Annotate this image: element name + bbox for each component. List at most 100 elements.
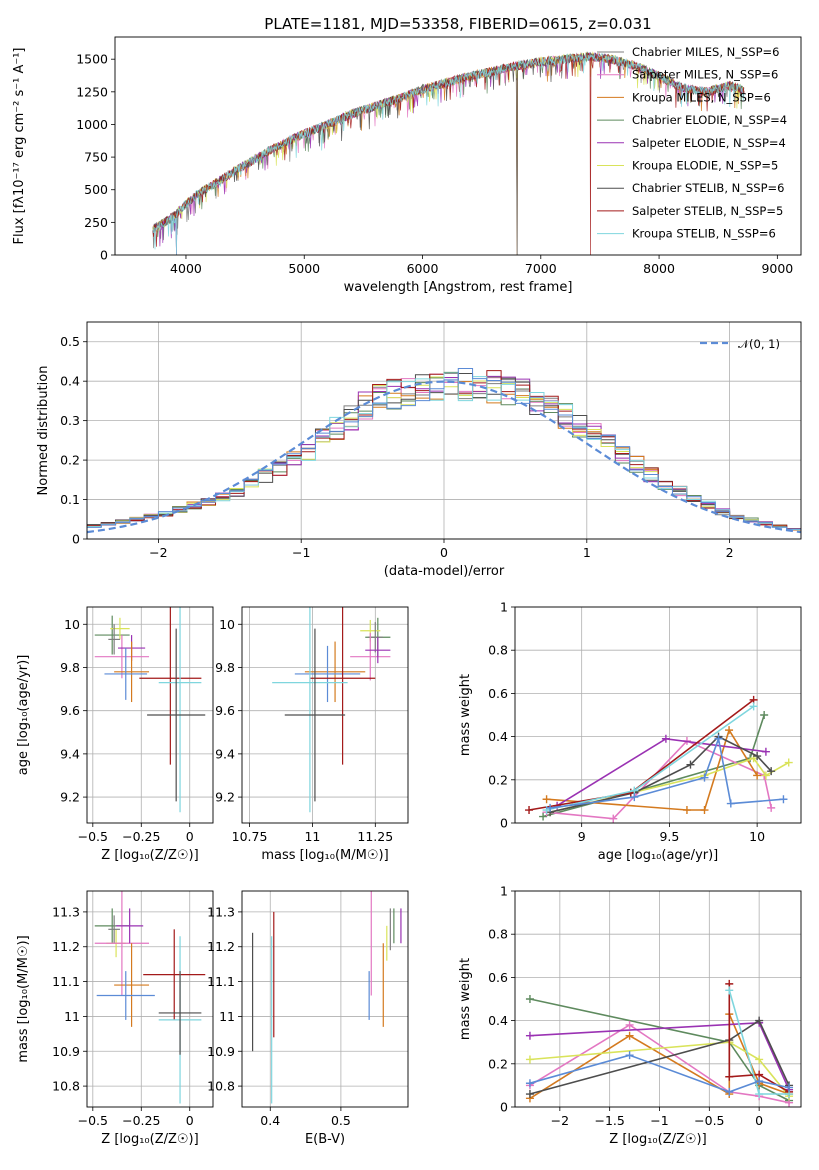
y-tick-label: 0.4: [488, 1013, 508, 1028]
y-tick-label: 11: [64, 1009, 80, 1024]
x-tick-label: −2: [551, 1113, 569, 1128]
y-tick-label: 0.4: [60, 374, 80, 389]
chart-title: PLATE=1181, MJD=53358, FIBERID=0615, z=0…: [264, 15, 651, 33]
legend-entry: Kroupa ELODIE, N_SSP=5: [632, 159, 778, 173]
weight-marker: [686, 760, 695, 769]
x-tick-label: 0.5: [331, 1113, 351, 1128]
x-tick-label: 4000: [170, 261, 202, 276]
x-tick-label: 10: [749, 829, 765, 844]
x-tick-label: 10.75: [232, 829, 268, 844]
weight-marker: [525, 1079, 534, 1088]
y-tick-label: 0.6: [488, 970, 508, 985]
weight-marker: [760, 711, 769, 719]
y-tick-label: 11: [219, 1009, 235, 1024]
errorbar-point: [284, 628, 346, 802]
weight-marker: [767, 767, 776, 776]
y-tick-label: 10.8: [207, 1079, 235, 1094]
legend-entry: Salpeter MILES, N_SSP=6: [632, 68, 778, 82]
x-tick-label: 1: [583, 545, 591, 560]
x-tick-label: 0: [755, 1113, 763, 1128]
y-tick-label: 0.6: [488, 686, 508, 701]
y-tick-label: 0: [500, 816, 508, 831]
y-tick-label: 0.4: [488, 729, 508, 744]
plot-area: [152, 51, 745, 255]
legend: 𝒩(0, 1): [700, 337, 780, 351]
weight-line-2: [546, 728, 758, 811]
weight-marker: [546, 803, 555, 812]
y-tick-label: 1000: [76, 117, 108, 132]
x-tick-label: 9.5: [659, 829, 679, 844]
weight-marker: [767, 803, 776, 812]
weight-marker: [755, 1055, 764, 1064]
weight-marker: [625, 1051, 634, 1060]
x-tick-label: 2: [726, 545, 734, 560]
y-tick-label: 11.2: [207, 939, 235, 954]
y-tick-label: 250: [84, 215, 108, 230]
errorbar-point: [304, 641, 366, 703]
y-tick-label: 9.4: [215, 746, 235, 761]
y-tick-label: 0: [72, 532, 80, 547]
weight-marker: [784, 758, 793, 767]
y-tick-label: 0.2: [60, 453, 80, 468]
x-axis-label: Z [log₁₀(Z/Z☉)]: [101, 1132, 198, 1147]
axes-frame: [241, 606, 409, 824]
weight-line-5: [529, 1019, 790, 1095]
y-tick-label: 9.2: [215, 790, 235, 805]
weight-marker: [630, 793, 639, 802]
errorbar-point: [143, 929, 206, 1020]
y-tick-label: 0.8: [488, 927, 508, 942]
weight-marker: [525, 1031, 534, 1040]
x-tick-label: 5000: [288, 261, 320, 276]
y-tick-label: 1500: [76, 52, 108, 67]
x-tick-label: −2: [149, 545, 167, 560]
y-tick-label: 0: [100, 248, 108, 263]
axes-frame: [241, 890, 409, 1108]
y-tick-label: 11.3: [207, 904, 235, 919]
x-tick-label: −1: [650, 1113, 668, 1128]
weight-marker: [661, 734, 670, 743]
plot-area: [94, 891, 206, 1104]
y-tick-label: 0.1: [60, 492, 80, 507]
legend-entry: Chabrier MILES, N_SSP=6: [632, 45, 779, 59]
x-axis-label: Z [log₁₀(Z/Z☉)]: [609, 1132, 706, 1147]
y-tick-label: 0.5: [60, 334, 80, 349]
y-tick-label: 0.2: [488, 1056, 508, 1071]
weight-marker: [785, 1083, 794, 1092]
panel-mass-vs-Z: −0.5 −0.25 0 10.8 10.9 11 11.1 11.2 11.3 Z [log₁₀…: [16, 890, 214, 1147]
axes-frame: [86, 606, 214, 824]
weight-marker: [755, 1090, 764, 1099]
x-tick-label: 0: [186, 1113, 194, 1128]
weight-marker: [755, 1077, 764, 1086]
x-axis-label: mass [log₁₀(M/M☉)]: [261, 848, 388, 863]
errorbar-point: [147, 628, 206, 802]
weight-marker: [725, 726, 734, 735]
errorbar-point: [365, 637, 391, 664]
x-tick-label: 0: [440, 545, 448, 560]
weight-marker: [726, 799, 735, 808]
errorbar-point: [350, 632, 391, 681]
y-tick-label: 500: [84, 182, 108, 197]
weight-marker: [753, 771, 762, 780]
x-tick-label: 11.25: [357, 829, 393, 844]
weight-marker: [525, 1055, 534, 1064]
x-tick-label: 7000: [525, 261, 557, 276]
weight-marker: [542, 795, 551, 804]
errorbar-point: [104, 648, 148, 700]
errorbar-point: [114, 943, 150, 1027]
y-axis-label: Normed distribution: [36, 366, 51, 496]
y-axis-label: mass weight: [458, 958, 473, 1040]
x-tick-label: −0.5: [78, 829, 108, 844]
weight-line-0: [529, 998, 790, 1102]
errorbar-point: [309, 607, 376, 765]
legend-entry: 𝒩(0, 1): [738, 337, 780, 351]
y-axis-label: age [log₁₀(age/yr)]: [16, 655, 31, 776]
y-tick-label: 10.9: [207, 1044, 235, 1059]
legend-entry: Salpeter STELIB, N_SSP=5: [632, 204, 783, 218]
plot-area: [272, 607, 391, 813]
y-tick-label: 10: [219, 617, 235, 632]
y-tick-label: 1250: [76, 84, 108, 99]
y-tick-label: 11.1: [207, 974, 235, 989]
y-tick-label: 11.3: [52, 904, 80, 919]
weight-marker: [525, 995, 534, 1003]
axes-frame: [514, 606, 802, 824]
